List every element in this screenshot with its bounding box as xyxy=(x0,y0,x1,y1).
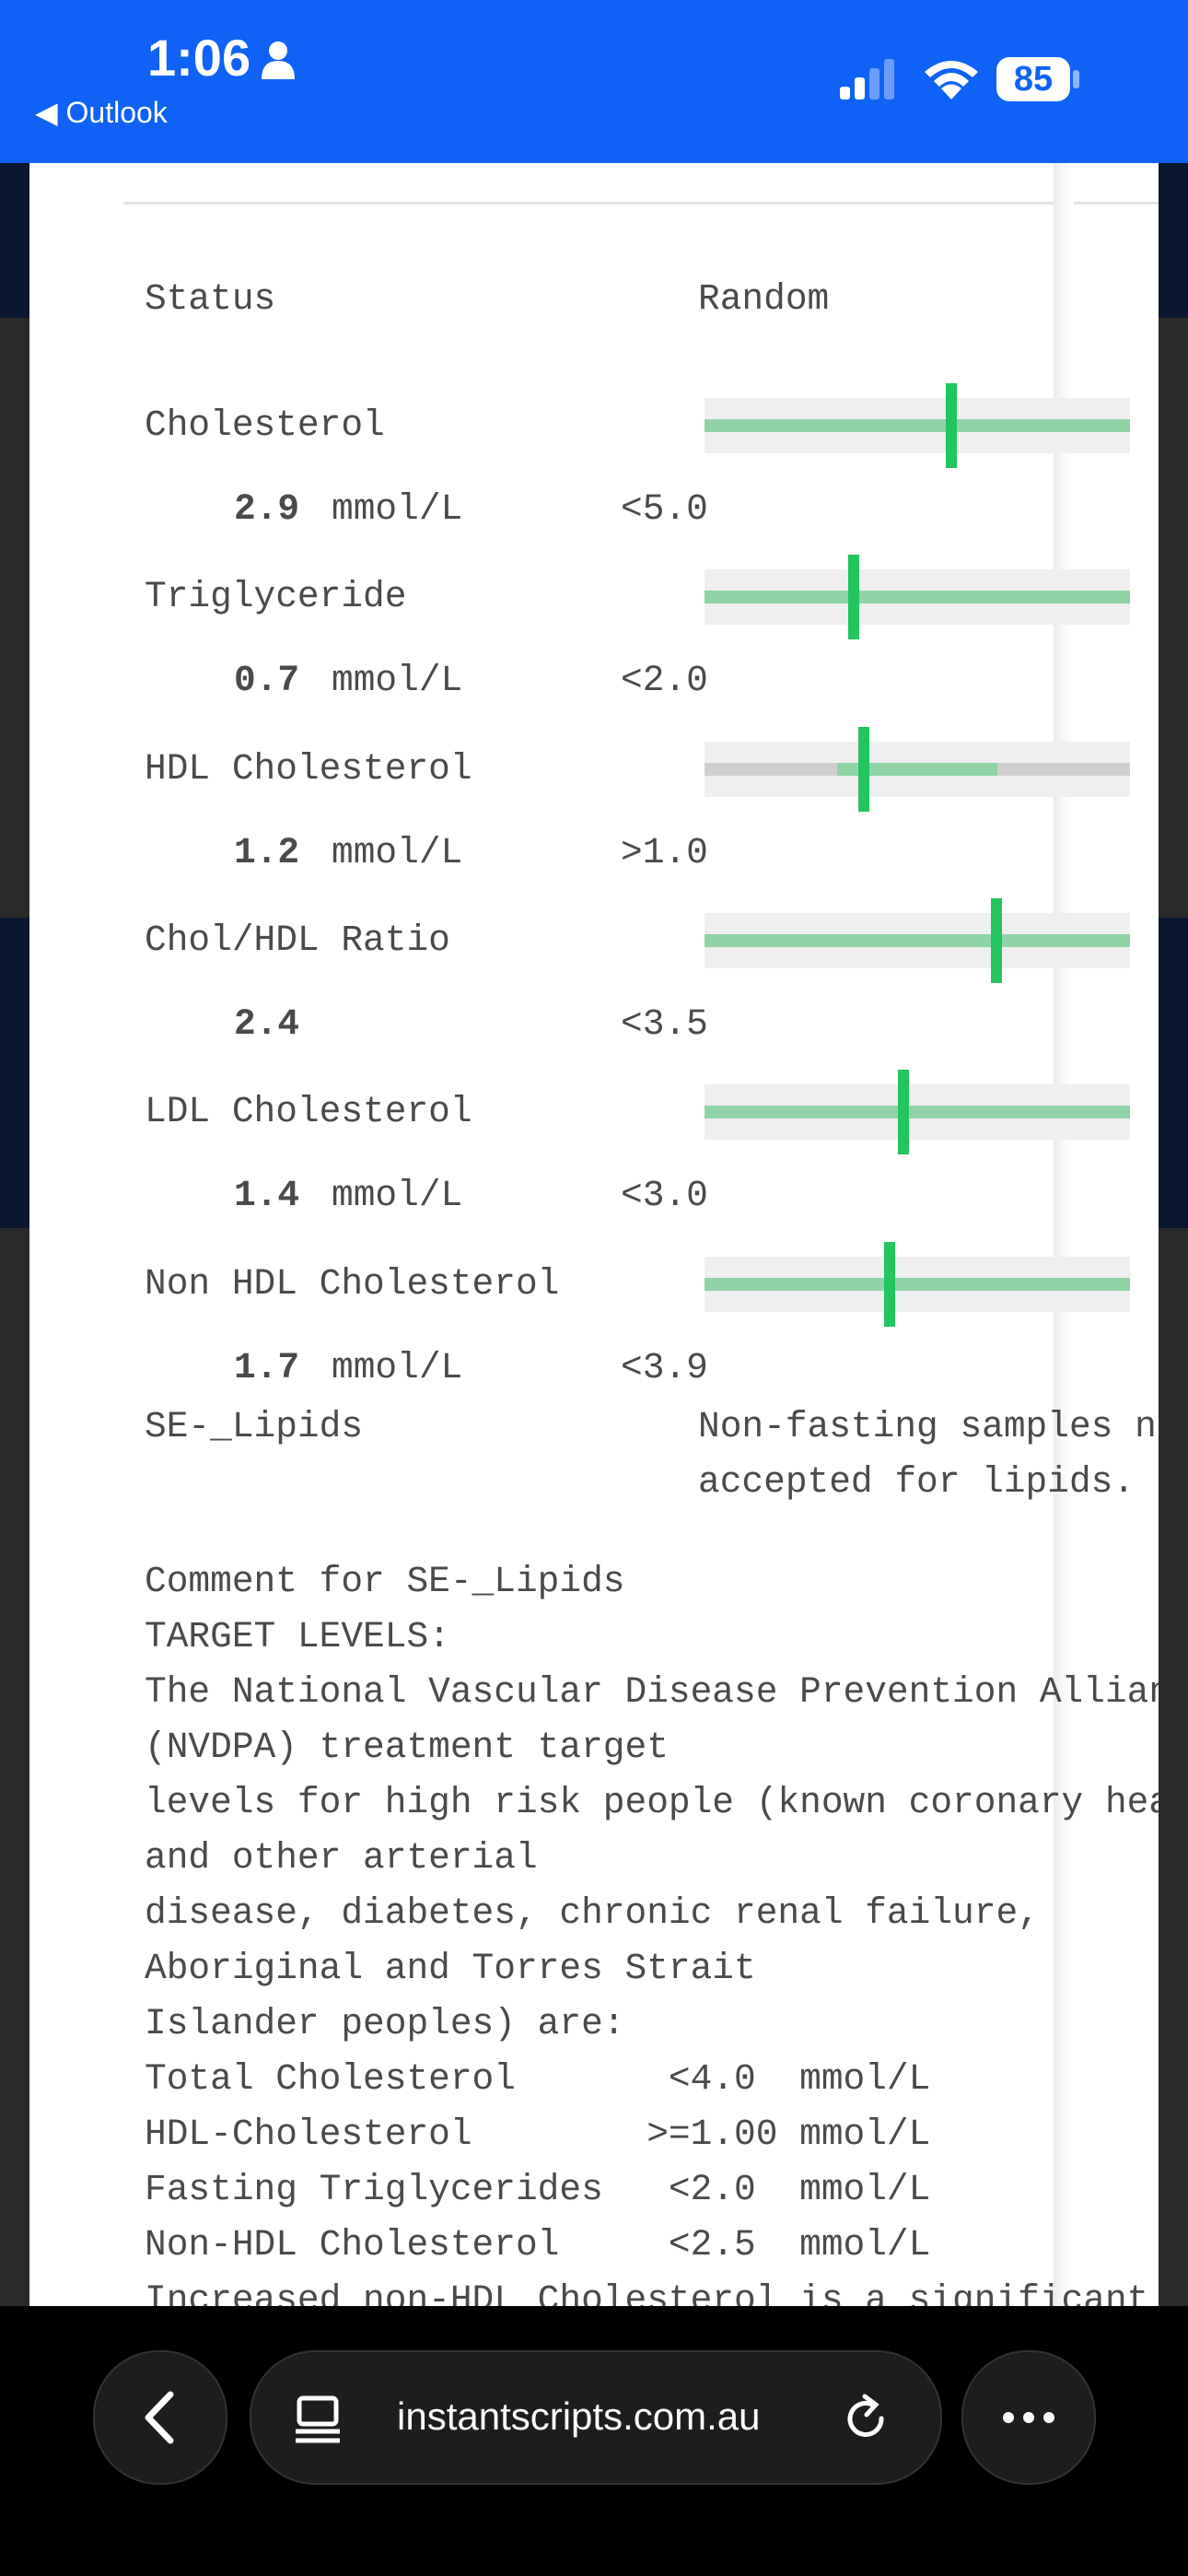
comment-line: Fasting Triglycerides <2.0 mmol/L xyxy=(145,2169,931,2210)
note-line: accepted for lipids. xyxy=(698,1461,1136,1503)
value-marker xyxy=(847,555,859,640)
range-bar xyxy=(705,569,1130,626)
analyte-unit: mmol/L xyxy=(332,831,463,873)
analyte-value: 2.9 xyxy=(234,488,300,530)
time: 1:06 xyxy=(147,29,251,87)
analyte-value: 1.2 xyxy=(234,831,300,873)
value-marker xyxy=(945,383,957,468)
analyte-value: 1.4 xyxy=(234,1175,300,1217)
range-line xyxy=(705,1277,1130,1291)
comment-line: levels for high risk people (known coron… xyxy=(145,1782,1159,1823)
more-button[interactable] xyxy=(961,2350,1096,2485)
comment-line: disease, diabetes, chronic renal failure… xyxy=(145,1892,1040,1934)
range-line xyxy=(705,1106,1130,1119)
comment-line: Comment for SE-_Lipids xyxy=(145,1561,625,1602)
reference-range: <5.0 xyxy=(621,488,708,530)
reference-range: <3.5 xyxy=(621,1002,708,1045)
analyte-unit: mmol/L xyxy=(332,660,463,702)
header-label: Status xyxy=(145,278,276,320)
range-band xyxy=(837,762,997,776)
comment-line: Islander peoples) are: xyxy=(145,2003,625,2044)
comment-line: (NVDPA) treatment target xyxy=(145,1727,669,1768)
comment-line: Non-HDL Cholesterol <2.5 mmol/L xyxy=(145,2224,931,2266)
wifi-icon xyxy=(925,61,978,100)
range-bar xyxy=(705,741,1130,797)
note-line: Non-fasting samples n xyxy=(698,1406,1157,1447)
note-label: SE-_Lipids xyxy=(145,1406,364,1447)
analyte-unit: mmol/L xyxy=(332,1346,463,1388)
range-bar xyxy=(705,1084,1130,1141)
reference-range: <3.9 xyxy=(621,1346,708,1388)
range-line xyxy=(705,419,1130,432)
range-line xyxy=(705,591,1130,604)
back-link[interactable]: ◀ Outlook xyxy=(35,96,168,129)
battery: 85 xyxy=(996,57,1070,101)
comment-line: HDL-Cholesterol >=1.00 mmol/L xyxy=(145,2113,931,2155)
value-marker xyxy=(884,1241,896,1327)
analyte-name: LDL Cholesterol xyxy=(145,1091,472,1133)
signal-icon xyxy=(840,59,894,100)
battery-tip xyxy=(1073,70,1079,88)
comment-line: TARGET LEVELS: xyxy=(145,1616,450,1657)
analyte-name: Cholesterol xyxy=(145,404,385,446)
reference-range: <3.0 xyxy=(621,1175,708,1217)
comment-line: The National Vascular Disease Prevention… xyxy=(145,1671,1159,1713)
analyte-name: Non HDL Cholesterol xyxy=(145,1262,560,1305)
value-marker xyxy=(990,897,1002,983)
comment-line: and other arterial xyxy=(145,1837,538,1879)
status-bar: 1:06 ◀ Outlook 85 xyxy=(0,0,1188,163)
comment-line: Increased non-HDL Cholesterol is a signi… xyxy=(145,2279,1149,2306)
divider xyxy=(123,202,1159,205)
reference-range: >1.0 xyxy=(621,831,708,873)
analyte-value: 2.4 xyxy=(234,1002,300,1045)
reload-icon[interactable] xyxy=(841,2393,892,2444)
range-bar xyxy=(705,1256,1130,1312)
analyte-value: 1.7 xyxy=(234,1346,300,1388)
range-bar xyxy=(705,398,1130,453)
back-icon xyxy=(145,2391,174,2444)
url[interactable]: instantscripts.com.au xyxy=(397,2395,761,2438)
analyte-unit: mmol/L xyxy=(332,488,463,530)
back-label[interactable]: Outlook xyxy=(65,96,168,129)
header-value: Random xyxy=(698,278,830,320)
more-icon xyxy=(1003,2412,1054,2423)
analyte-name: Triglyceride xyxy=(145,576,407,618)
analyte-unit: mmol/L xyxy=(332,1175,463,1217)
browser-toolbar: instantscripts.com.au xyxy=(0,2306,1188,2576)
value-marker xyxy=(858,726,870,812)
tabs-icon xyxy=(296,2395,340,2443)
person-icon xyxy=(262,41,295,79)
reference-range: <2.0 xyxy=(621,660,708,702)
analyte-value: 0.7 xyxy=(234,660,300,702)
back-button[interactable] xyxy=(93,2350,227,2485)
analyte-name: Chol/HDL Ratio xyxy=(145,919,450,961)
comment-line: Total Cholesterol <4.0 mmol/L xyxy=(145,2058,931,2100)
range-line xyxy=(705,933,1130,947)
analyte-name: HDL Cholesterol xyxy=(145,747,472,790)
value-marker xyxy=(897,1070,909,1155)
page-edge xyxy=(1054,163,1074,2306)
web-page: Status Random Cholesterol 2.9 mmol/L <5.0 Tr… xyxy=(29,163,1159,2306)
url-bar[interactable]: instantscripts.com.au xyxy=(250,2350,942,2485)
comment-line: Aboriginal and Torres Strait xyxy=(145,1948,756,1989)
range-bar xyxy=(705,912,1130,968)
